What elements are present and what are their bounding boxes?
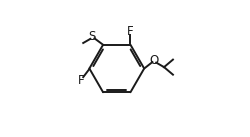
Text: O: O [150, 54, 159, 67]
Text: F: F [127, 25, 134, 38]
Text: S: S [88, 30, 96, 43]
Text: F: F [78, 74, 84, 87]
